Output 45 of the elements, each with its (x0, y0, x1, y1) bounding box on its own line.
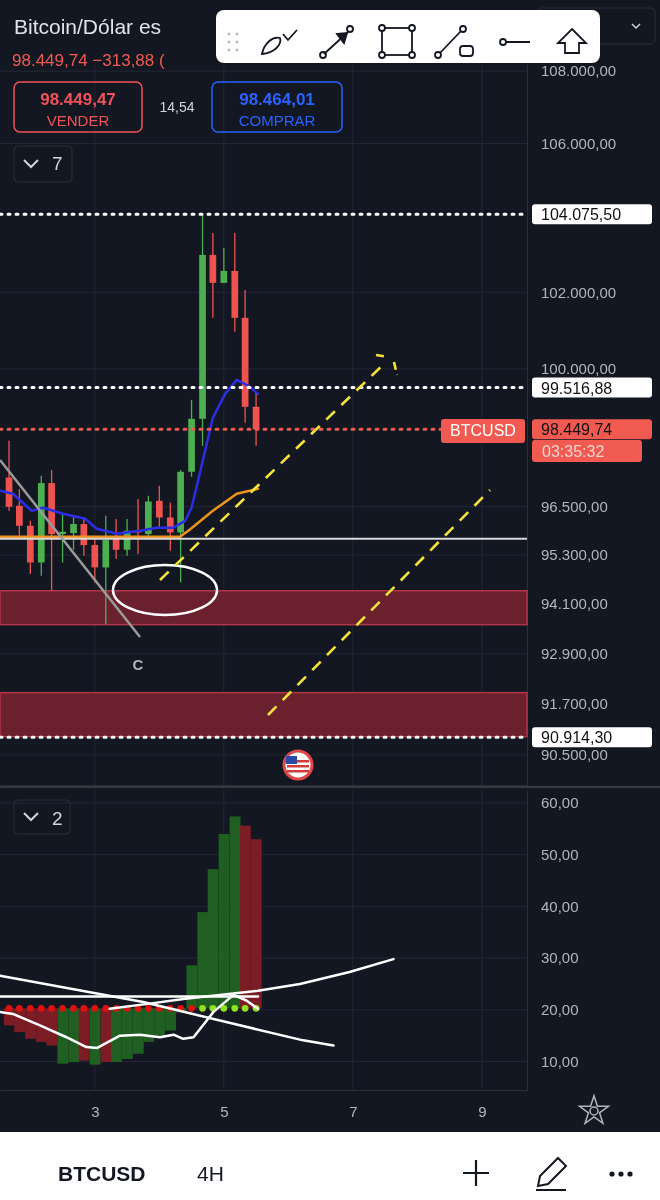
y-tick-label: 94.100,00 (541, 595, 608, 613)
ref-line-label: 99.516,88 (541, 379, 613, 397)
y-tick-label: 96.500,00 (541, 497, 608, 515)
y-tick-label: 106.000,00 (541, 134, 617, 152)
bar (78, 1008, 90, 1061)
x-tick-label: 9 (478, 1102, 487, 1120)
line-series (0, 487, 260, 539)
chart-title: Bitcoin/Dólar es (14, 15, 162, 38)
y-tick-label: 90.500,00 (541, 746, 608, 764)
annotation: BTCUSD (450, 422, 516, 439)
annotation: COMPRAR (238, 112, 316, 129)
line-series (0, 378, 260, 536)
x-tick-label: 5 (220, 1102, 229, 1120)
annotation: 7 (52, 153, 63, 174)
y-tick-label: 108.000,00 (541, 62, 617, 80)
y-tick-label: 102.000,00 (541, 283, 617, 301)
y-tick-label: 50,00 (541, 845, 579, 863)
annotation: 98.449,47 (40, 90, 116, 109)
candlestick (16, 488, 23, 537)
y-tick-label: 20,00 (541, 1001, 579, 1019)
annotation: 98.464,01 (239, 90, 315, 109)
ref-line-label: 104.075,50 (541, 206, 622, 224)
candlestick (220, 247, 228, 284)
y-tick-label: 30,00 (541, 949, 579, 967)
annotation: VENDER (46, 112, 110, 129)
candlestick (70, 514, 77, 551)
annotation: 2 (52, 808, 63, 829)
y-tick-label: 92.900,00 (541, 645, 608, 663)
y-tick-label: 91.700,00 (541, 695, 608, 713)
x-tick-label: 7 (349, 1102, 358, 1120)
text: BTCUSD (58, 1162, 146, 1185)
annotation: 14,54 (159, 99, 195, 115)
x-tick-label: 3 (91, 1102, 100, 1120)
chart-subtitle: 98.449,74 −313,88 ( (12, 51, 165, 70)
y-tick-label: 100.000,00 (541, 360, 617, 378)
candlestick (155, 485, 163, 529)
y-tick-label: 10,00 (541, 1052, 579, 1070)
text: 03:35:32 (542, 443, 605, 460)
y-tick-label: 40,00 (541, 897, 579, 915)
ref-line-label: 98.449,74 (541, 421, 613, 439)
ref-line-label: 90.914,30 (541, 729, 613, 747)
y-tick-label: 60,00 (541, 794, 579, 812)
text: 4H (197, 1162, 224, 1185)
annotation: C (132, 656, 144, 673)
y-tick-label: 95.300,00 (541, 546, 608, 564)
